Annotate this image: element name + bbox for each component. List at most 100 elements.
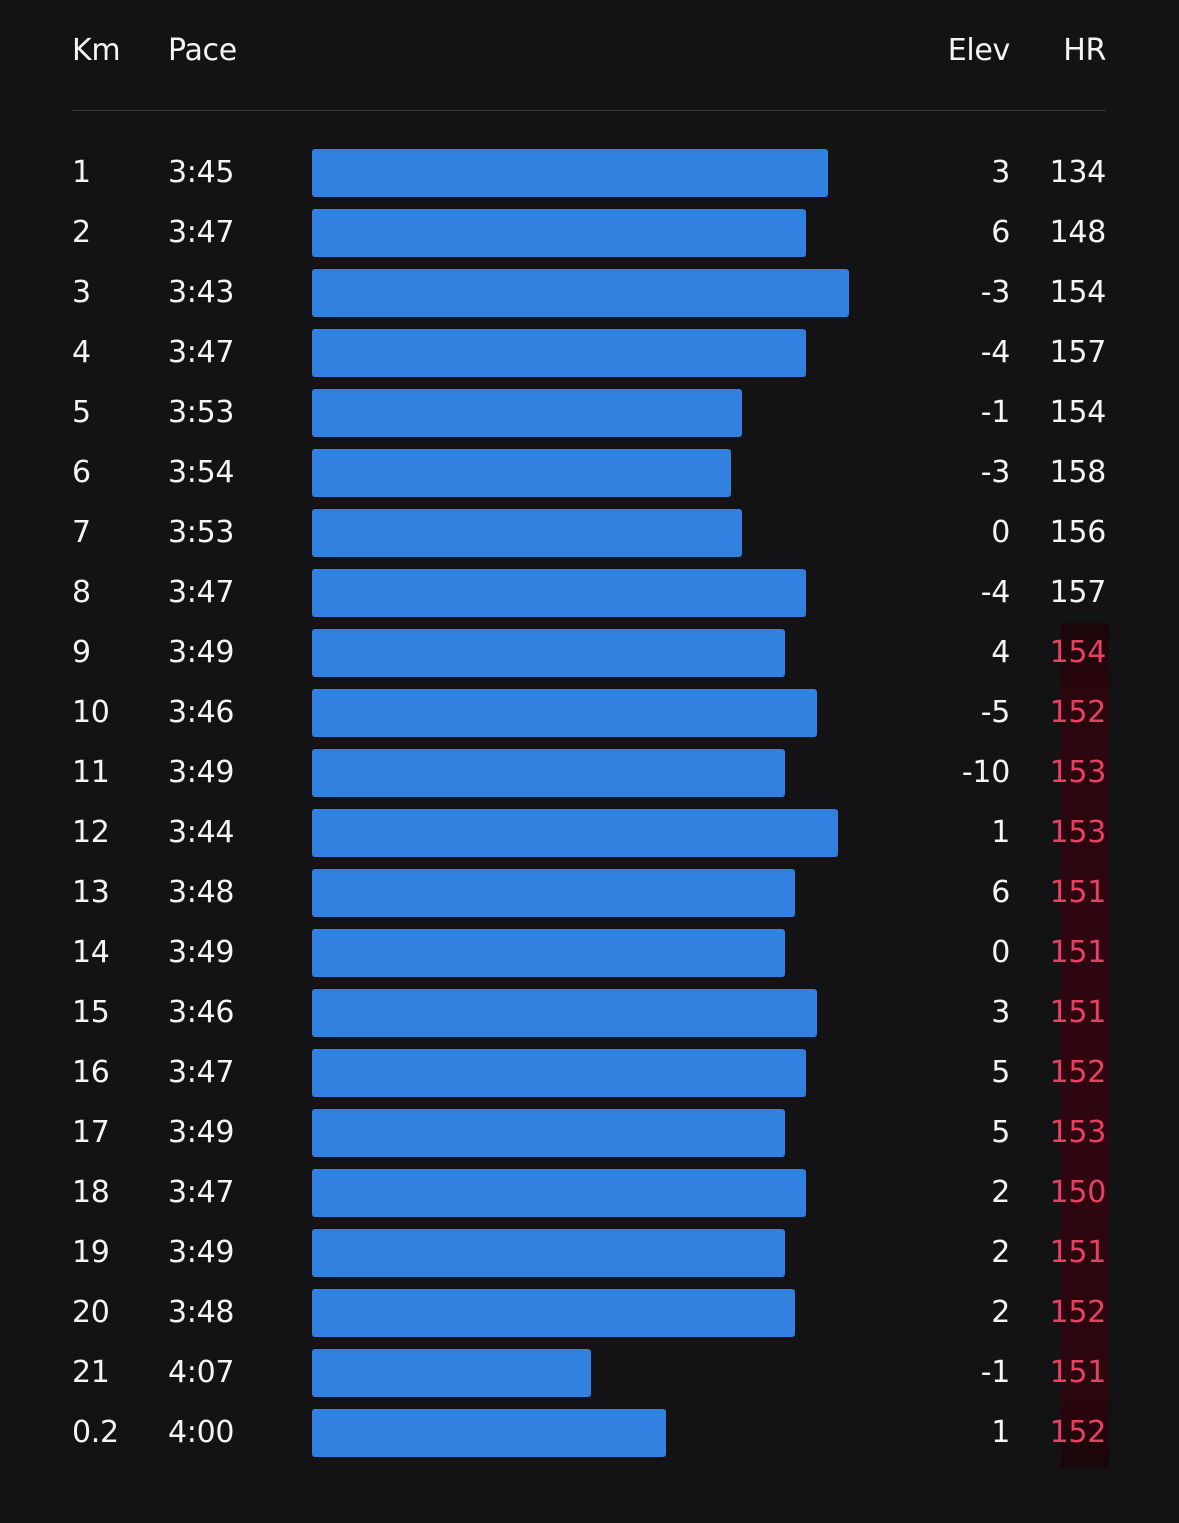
split-elev: -3 bbox=[980, 275, 1011, 310]
pace-bar bbox=[312, 1109, 785, 1157]
pace-bar bbox=[312, 929, 785, 977]
split-row: 17 3:49 5 153 bbox=[0, 1108, 1179, 1168]
split-row: 8 3:47 -4 157 bbox=[0, 568, 1179, 628]
split-elev: 5 bbox=[991, 1055, 1010, 1090]
split-pace: 3:47 bbox=[168, 215, 235, 250]
split-hr: 134 bbox=[1049, 155, 1107, 190]
split-elev: 3 bbox=[991, 155, 1010, 190]
pace-bar bbox=[312, 149, 828, 197]
split-pace: 3:49 bbox=[168, 935, 235, 970]
split-row: 4 3:47 -4 157 bbox=[0, 328, 1179, 388]
hr-highlight-band bbox=[1061, 623, 1109, 1467]
header-pace: Pace bbox=[168, 33, 237, 68]
split-row: 21 4:07 -1 151 bbox=[0, 1348, 1179, 1408]
pace-bar bbox=[312, 869, 795, 917]
pace-bar bbox=[312, 1049, 806, 1097]
split-km: 3 bbox=[72, 275, 91, 310]
split-pace: 3:47 bbox=[168, 335, 235, 370]
split-row: 15 3:46 3 151 bbox=[0, 988, 1179, 1048]
split-elev: 5 bbox=[991, 1115, 1010, 1150]
split-row: 13 3:48 6 151 bbox=[0, 868, 1179, 928]
split-pace: 3:47 bbox=[168, 575, 235, 610]
split-hr: 157 bbox=[1049, 335, 1107, 370]
pace-bar bbox=[312, 389, 742, 437]
split-km: 17 bbox=[72, 1115, 110, 1150]
split-elev: -1 bbox=[980, 395, 1011, 430]
split-km: 15 bbox=[72, 995, 110, 1030]
pace-bar bbox=[312, 1169, 806, 1217]
split-km: 0.2 bbox=[72, 1415, 119, 1450]
split-hr: 153 bbox=[1049, 755, 1107, 790]
split-row: 10 3:46 -5 152 bbox=[0, 688, 1179, 748]
split-km: 8 bbox=[72, 575, 91, 610]
split-hr: 148 bbox=[1049, 215, 1107, 250]
split-pace: 3:48 bbox=[168, 875, 235, 910]
split-hr: 152 bbox=[1049, 1415, 1107, 1450]
header-divider bbox=[72, 110, 1106, 111]
pace-bar bbox=[312, 1349, 591, 1397]
split-pace: 3:44 bbox=[168, 815, 235, 850]
header-elev: Elev bbox=[947, 33, 1011, 68]
split-hr: 154 bbox=[1049, 635, 1107, 670]
pace-bar bbox=[312, 989, 817, 1037]
split-row: 19 3:49 2 151 bbox=[0, 1228, 1179, 1288]
split-elev: 1 bbox=[991, 815, 1010, 850]
split-hr: 151 bbox=[1049, 995, 1107, 1030]
split-hr: 156 bbox=[1049, 515, 1107, 550]
split-row: 3 3:43 -3 154 bbox=[0, 268, 1179, 328]
split-row: 12 3:44 1 153 bbox=[0, 808, 1179, 868]
split-hr: 152 bbox=[1049, 695, 1107, 730]
pace-bar bbox=[312, 569, 806, 617]
split-pace: 3:45 bbox=[168, 155, 235, 190]
split-km: 20 bbox=[72, 1295, 110, 1330]
split-hr: 152 bbox=[1049, 1055, 1107, 1090]
split-km: 10 bbox=[72, 695, 110, 730]
pace-bar bbox=[312, 749, 785, 797]
split-elev: -4 bbox=[980, 575, 1011, 610]
split-km: 9 bbox=[72, 635, 91, 670]
split-elev: 2 bbox=[991, 1175, 1010, 1210]
split-km: 11 bbox=[72, 755, 110, 790]
split-pace: 3:54 bbox=[168, 455, 235, 490]
split-elev: 3 bbox=[991, 995, 1010, 1030]
header-km: Km bbox=[72, 33, 121, 68]
pace-bar bbox=[312, 1409, 666, 1457]
pace-bar bbox=[312, 269, 849, 317]
split-row: 2 3:47 6 148 bbox=[0, 208, 1179, 268]
split-elev: -10 bbox=[961, 755, 1010, 790]
split-km: 19 bbox=[72, 1235, 110, 1270]
pace-bar bbox=[312, 509, 742, 557]
split-hr: 151 bbox=[1049, 1355, 1107, 1390]
split-hr: 151 bbox=[1049, 1235, 1107, 1270]
pace-bar bbox=[312, 809, 838, 857]
split-km: 12 bbox=[72, 815, 110, 850]
split-hr: 154 bbox=[1049, 275, 1107, 310]
split-pace: 3:49 bbox=[168, 635, 235, 670]
split-row: 6 3:54 -3 158 bbox=[0, 448, 1179, 508]
split-elev: 0 bbox=[991, 515, 1010, 550]
split-km: 13 bbox=[72, 875, 110, 910]
split-hr: 152 bbox=[1049, 1295, 1107, 1330]
split-km: 16 bbox=[72, 1055, 110, 1090]
split-elev: -5 bbox=[980, 695, 1011, 730]
split-hr: 153 bbox=[1049, 815, 1107, 850]
split-elev: -3 bbox=[980, 455, 1011, 490]
pace-bar bbox=[312, 1289, 795, 1337]
split-row: 11 3:49 -10 153 bbox=[0, 748, 1179, 808]
header-hr: HR bbox=[1063, 33, 1106, 68]
split-km: 14 bbox=[72, 935, 110, 970]
split-elev: 2 bbox=[991, 1295, 1010, 1330]
split-hr: 154 bbox=[1049, 395, 1107, 430]
split-pace: 3:48 bbox=[168, 1295, 235, 1330]
split-row: 20 3:48 2 152 bbox=[0, 1288, 1179, 1348]
split-km: 5 bbox=[72, 395, 91, 430]
split-row: 0.2 4:00 1 152 bbox=[0, 1408, 1179, 1468]
split-hr: 158 bbox=[1049, 455, 1107, 490]
split-pace: 3:43 bbox=[168, 275, 235, 310]
split-hr: 151 bbox=[1049, 935, 1107, 970]
split-pace: 3:46 bbox=[168, 695, 235, 730]
pace-bar bbox=[312, 449, 731, 497]
split-elev: 1 bbox=[991, 1415, 1010, 1450]
split-row: 5 3:53 -1 154 bbox=[0, 388, 1179, 448]
